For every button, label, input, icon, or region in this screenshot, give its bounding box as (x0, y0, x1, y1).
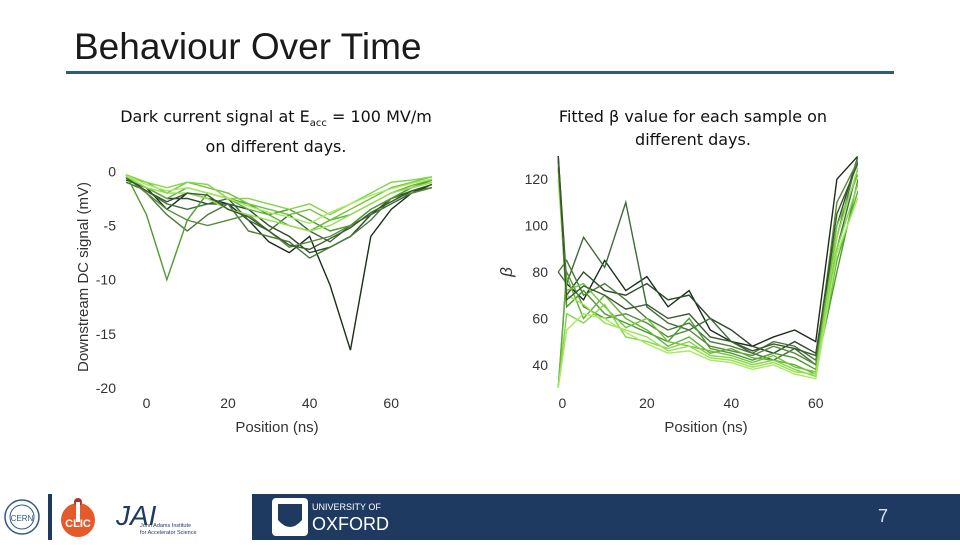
oxford-line-2: OXFORD (312, 514, 389, 534)
y-tick-label: 120 (525, 171, 549, 187)
y-tick-label: 40 (532, 357, 548, 373)
clic-jai-logo-icon: CLIC JAI John Adams Institute for Accele… (61, 498, 197, 537)
y-axis-label: β (497, 267, 516, 278)
y-tick-label: 80 (532, 264, 548, 280)
y-tick-label: -15 (96, 326, 116, 342)
left-chart-caption: Dark current signal at Eacc = 100 MV/m o… (100, 105, 452, 158)
series-line-8 (125, 176, 432, 221)
x-tick-label: 40 (724, 395, 740, 411)
oxford-crest-icon: UNIVERSITY OF OXFORD (272, 498, 389, 536)
title-underline (66, 71, 894, 74)
caption-text: different days. (635, 130, 751, 149)
jai-logo-text: JAI (115, 500, 157, 531)
clic-jai-logos: CLIC JAI John Adams Institute for Accele… (52, 494, 252, 540)
slide-number: 7 (877, 506, 888, 526)
series-line-5 (557, 160, 858, 388)
series-line-4 (557, 156, 858, 362)
cern-logo-text: CERN (11, 514, 34, 523)
x-tick-label: 20 (220, 395, 236, 411)
x-axis-label: Position (ns) (664, 419, 747, 436)
jai-subtitle-2: for Accelerator Science (140, 530, 197, 536)
cern-logo-icon: CERN (4, 499, 40, 535)
dark-current-chart: 0 20 40 60 0 -5 -10 -15 -20 Position (ns) Downstre… (75, 163, 432, 436)
x-tick-label: 0 (559, 395, 567, 411)
y-tick-label: -5 (104, 218, 117, 234)
y-axis-label: Downstream DC signal (mV) (75, 182, 92, 372)
x-tick-label: 60 (808, 395, 824, 411)
series-line-11 (557, 197, 858, 388)
series-line-3 (557, 167, 858, 367)
series-line-8 (557, 167, 858, 373)
series-line-10 (125, 176, 432, 232)
beta-chart: 0 20 40 60 40 60 80 100 120 Position (ns) β (497, 156, 858, 436)
x-tick-label: 60 (383, 395, 399, 411)
caption-subscript: acc (309, 118, 327, 130)
y-tick-label: -20 (96, 380, 116, 396)
y-tick-label: -10 (96, 272, 116, 288)
y-tick-label: 0 (108, 163, 116, 179)
series-line-2 (557, 156, 858, 355)
x-tick-label: 0 (143, 395, 151, 411)
x-tick-label: 20 (639, 395, 655, 411)
y-tick-label: 100 (525, 218, 549, 234)
plot-area (125, 174, 432, 351)
oxford-line-1: UNIVERSITY OF (312, 502, 381, 512)
x-axis-label: Position (ns) (235, 419, 318, 436)
series-line-10 (557, 167, 858, 375)
oxford-logo: UNIVERSITY OF OXFORD (266, 494, 414, 540)
caption-text: on different days. (205, 137, 347, 157)
caption-text: = 100 MV/m (326, 107, 432, 126)
series-line-6 (557, 167, 858, 371)
series-line-12 (557, 160, 858, 357)
series-line-9 (125, 174, 432, 216)
cern-logo: CERN (0, 494, 48, 540)
caption-text: Dark current signal at E (120, 107, 310, 126)
jai-subtitle-1: John Adams Institute (140, 523, 191, 529)
series-line-1 (125, 176, 432, 351)
series-line-12 (125, 177, 432, 251)
series-line-4 (125, 176, 432, 259)
caption-text: Fitted β value for each sample on (558, 107, 828, 126)
x-tick-label: 40 (302, 395, 318, 411)
slide-title: Behaviour Over Time (74, 26, 422, 67)
plot-area (557, 156, 858, 388)
clic-logo-text: CLIC (65, 518, 91, 530)
right-chart-caption: Fitted β value for each sample on differ… (530, 105, 856, 151)
series-line-11 (125, 175, 432, 225)
y-tick-label: 60 (532, 310, 548, 326)
series-line-1 (557, 156, 858, 347)
